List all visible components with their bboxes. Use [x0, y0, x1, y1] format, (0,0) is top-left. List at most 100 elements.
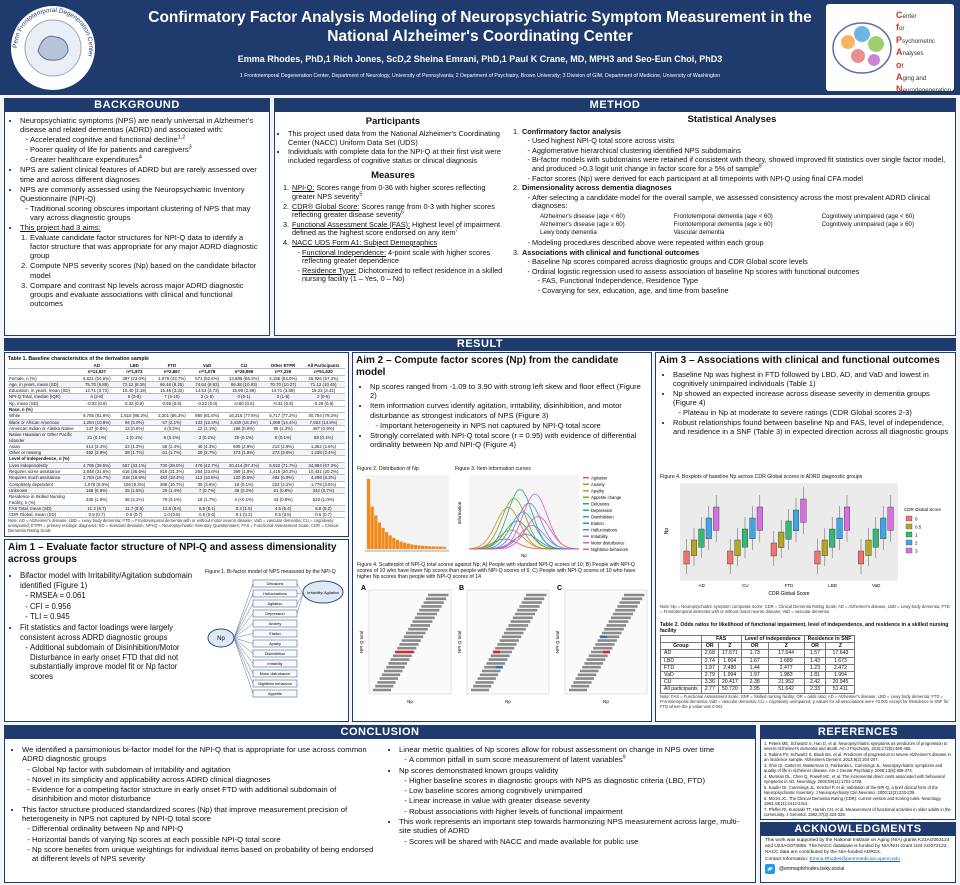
table-cell: 1,078 (8.9%) — [78, 481, 116, 488]
legend-swatch — [583, 522, 589, 524]
item-text: Bi-factor models with subdomains were re… — [532, 155, 946, 173]
hist-bar — [381, 527, 385, 549]
table-cell: 2.95 — [740, 685, 769, 694]
table-cell: 0.4 (1.5) — [223, 505, 265, 513]
loading-path — [233, 637, 254, 644]
subsection-title: Participants — [365, 116, 421, 127]
table-row: Age, in years, mean (SD) 75.70 (9.85) 72.1… — [8, 381, 345, 389]
loading-path — [233, 623, 254, 639]
contact-email[interactable]: Emma.Rhodes@pennmedicine.upenn.edu — [809, 857, 901, 863]
table-cell: 492 (3.8%) — [78, 449, 116, 457]
reference: 1. Peters ME, Schwartz S, Han D, et al. … — [764, 741, 948, 751]
table-cell: 0.8 (0.6) — [190, 511, 224, 519]
item-text: Evidence for a competing factor structur… — [32, 785, 337, 804]
table-cell: 15.40 (3.18) — [115, 387, 154, 395]
group-label: Vascular dementia — [673, 228, 725, 236]
table-cell: 58 (2.4%) — [153, 443, 191, 451]
section-heading: REFERENCES — [761, 726, 955, 739]
list-item: Individuals with complete data for the N… — [288, 147, 507, 165]
reference: 3. Shin IS, Carter M, Masterman D, Fairb… — [764, 763, 943, 773]
table-cell: 0.55 (0.8) — [153, 400, 191, 408]
legend-label: Nighttime behaviors — [591, 547, 628, 552]
table-cell: 61 (1.7%) — [153, 449, 191, 457]
table-cell: 156 (9.3%) — [115, 481, 154, 488]
legend-swatch — [583, 477, 589, 479]
item-text: Used highest NPI-Q total score across vi… — [532, 136, 675, 146]
list-item: Horizontal bands of varying Np scores at… — [32, 835, 378, 844]
table-cell: 20 (0.1%) — [223, 431, 265, 444]
list-item: Used highest NPI-Q total score across vi… — [532, 136, 951, 146]
item-label: Depression — [265, 612, 284, 616]
hist-bar — [406, 543, 410, 549]
table-cell: All participants — [660, 685, 702, 694]
list-item: Higher baseline scores in diagnostic gro… — [409, 776, 750, 785]
table-cell: NPI-Q Total, median (IQR) — [8, 393, 78, 401]
list-item: Agglomerative hierarchical clustering id… — [532, 146, 951, 156]
box — [683, 550, 690, 565]
bullet-list: Plateau in Np at moderate to severe rati… — [673, 408, 950, 417]
table-cell — [301, 406, 345, 414]
table-caption: Table 1. Baseline characteristics of the… — [8, 356, 149, 362]
table-cell: 9,755 (81.8%) — [78, 412, 116, 420]
figure2: Figure 2. Distribution of Np — [357, 465, 452, 566]
table-row: All participants 2.77 50.720 2.95 51.642 2.33… — [660, 685, 856, 694]
table-cell: 48 (0.2%) — [223, 487, 265, 495]
list-item: 3. Compare and contrast Np levels across … — [21, 281, 264, 308]
table-row: AD 2.68 17.571 1.73 17.644 1.57 17.643 — [660, 649, 856, 658]
table-cell: 1,284 (10.8%) — [78, 419, 116, 426]
item-node — [252, 649, 298, 658]
table-cell: Education, in years, mean (SD) — [8, 387, 78, 395]
brain-lobe — [868, 54, 880, 66]
section-heading: ACKNOWLEDGMENTS — [761, 823, 955, 836]
legend-label: Motor disturbance — [591, 540, 625, 545]
table-cell: 342 (0.7%) — [301, 487, 345, 495]
item-text: Confirmatory factor analysis — [522, 126, 621, 136]
list-item: We identified a parsimonious bi-factor m… — [22, 745, 378, 804]
table-cell: 69.38 (10.83) — [223, 381, 265, 389]
logo-word: Analyses — [896, 47, 924, 58]
table-cell: 34,884 (67.3%) — [301, 462, 345, 470]
figure1-diagram: Np Irritability/ Agitation Delusions Halluc… — [207, 579, 344, 698]
table-cell: 1.983 — [767, 671, 805, 680]
section-heading: CONCLUSION — [5, 726, 755, 739]
item-text: Item information curves identify agitati… — [370, 401, 622, 420]
table-caption: Table 2. Odds ratios for likelihood of f… — [660, 622, 949, 634]
panel-label: A — [361, 585, 366, 592]
table-cell: 18 (0.1%) — [223, 481, 265, 488]
axis-label: Np — [521, 553, 527, 558]
table-cell: American Indian or Alaska Native — [8, 425, 78, 433]
column-header: Group — [660, 642, 702, 651]
logo-word: for — [896, 22, 905, 33]
table-row: Residence in Skilled Nursing Facility, n… — [8, 493, 345, 506]
box — [880, 517, 887, 539]
figure-note: Note: Np = Neuropsychiatric symptom comp… — [660, 604, 950, 614]
box — [785, 520, 792, 540]
item-marker: 3. — [513, 247, 520, 257]
table-cell: 7,603 (14.8%) — [301, 419, 345, 426]
bullet-list: Bifactor model with Irritability/Agitati… — [11, 571, 201, 682]
table-cell — [301, 455, 345, 463]
table-row: Native Hawaiian or Other Pacific Islande… — [8, 431, 345, 444]
list-item: Baseline Np scores compared across diagn… — [532, 257, 951, 267]
table-cell: Unknown — [8, 487, 78, 495]
item-marker: 2. — [21, 261, 28, 271]
column-header: All Participants — [301, 363, 345, 370]
item-text: Ordinal logistic regression used to asse… — [532, 266, 860, 276]
legend-label: 1 — [915, 533, 918, 538]
loading-path — [233, 633, 254, 639]
list-item: Factor scores (Np) were derived for each… — [532, 174, 951, 184]
box — [814, 550, 821, 565]
social-handle[interactable]: @emmaphrhodes.bsky.social — [779, 866, 845, 873]
list-item: NPS are salient clinical features of ADR… — [20, 165, 264, 183]
legend-swatch — [583, 516, 589, 518]
participants-list: This project used data from the National… — [279, 129, 507, 165]
table-cell: Residence in Skilled Nursing Facility, n… — [8, 493, 78, 506]
table1-panel: Table 1. Baseline characteristics of the… — [4, 352, 349, 537]
table-note: Note: FAS = Functional Assessment Scale;… — [660, 693, 949, 709]
box — [887, 506, 894, 531]
column-header: FTD — [153, 363, 191, 370]
legend-label: 2 — [915, 541, 918, 546]
citation: 5 — [359, 191, 363, 198]
legend-swatch — [583, 548, 589, 550]
figure-caption: Figure 3. Item information curves — [455, 466, 531, 472]
